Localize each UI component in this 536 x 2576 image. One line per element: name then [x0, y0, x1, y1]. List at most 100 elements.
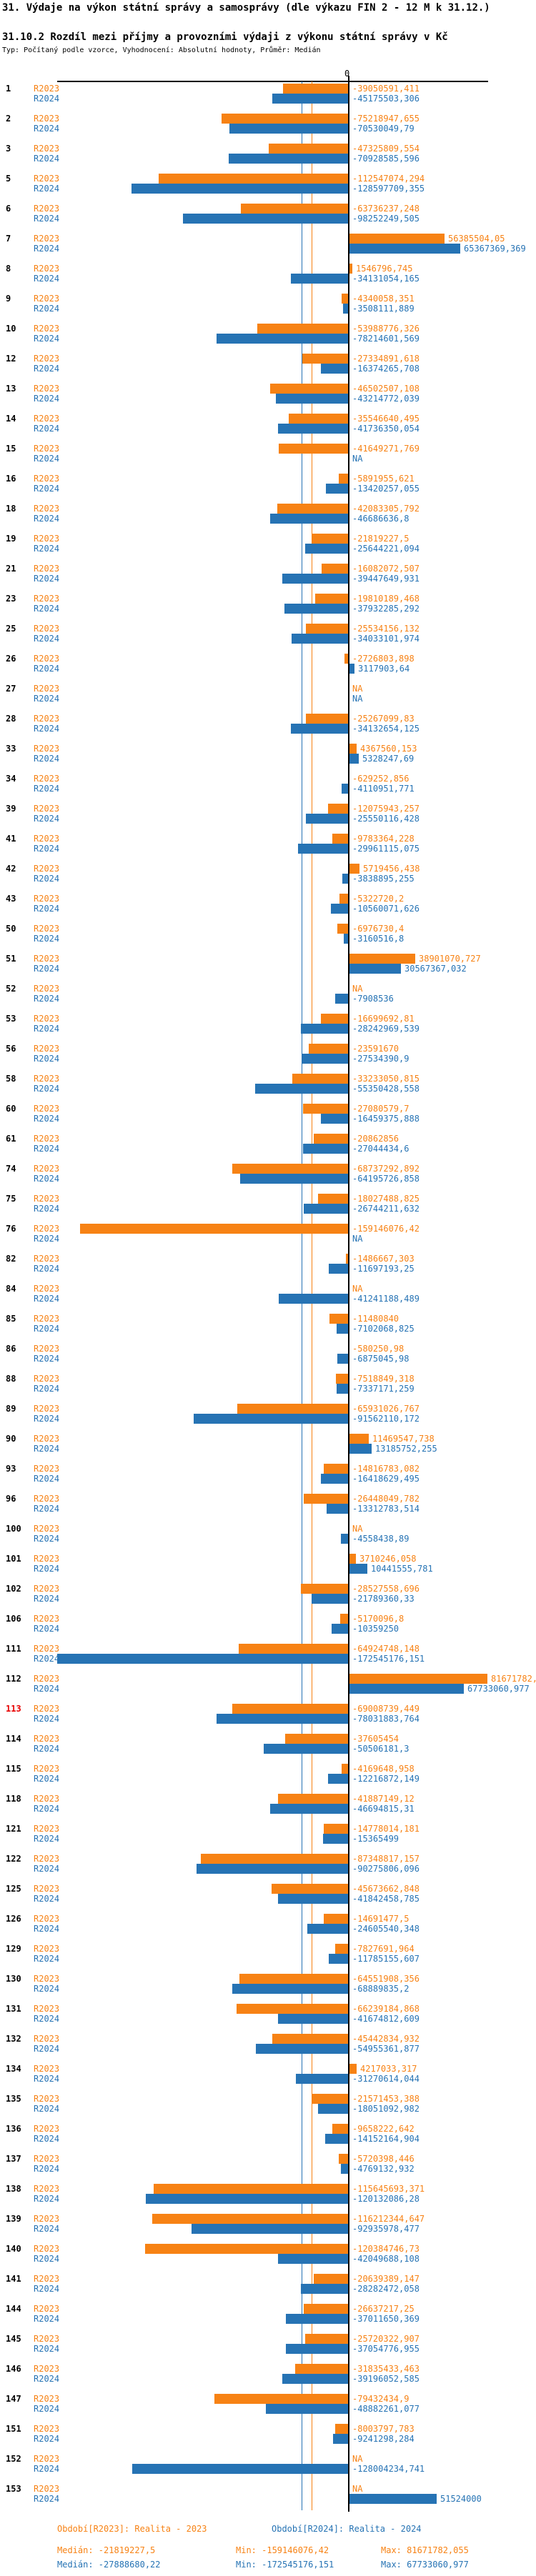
value-label-r2023: -8003797,783 — [352, 2424, 415, 2434]
value-label-r2023: -14778014,181 — [352, 1824, 420, 1834]
value-label-r2024: -70928585,596 — [352, 154, 420, 164]
series-label-r2024: R2024 — [34, 2044, 60, 2054]
bar-r2024 — [192, 2224, 349, 2234]
value-label-r2023: -45673662,848 — [352, 1884, 420, 1894]
bar-r2024 — [349, 1564, 367, 1574]
series-label-r2024: R2024 — [34, 2194, 60, 2204]
bar-r2023 — [349, 234, 445, 244]
value-label-r2024: -12216872,149 — [352, 1774, 420, 1784]
value-label-r2023: 4217033,317 — [360, 2064, 417, 2074]
value-label-r2023: -5720398,446 — [352, 2154, 415, 2164]
row-id-label: 101 — [6, 1554, 21, 1564]
row-id-label: 100 — [6, 1524, 21, 1534]
value-label-r2023: 11469547,738 — [372, 1434, 435, 1444]
series-label-r2024: R2024 — [34, 1714, 60, 1724]
series-label-r2023: R2023 — [34, 1914, 60, 1924]
bar-r2024 — [344, 934, 349, 944]
series-label-r2023: R2023 — [34, 504, 60, 514]
stat-median-r2024: Medián: -27888680,22 — [57, 2560, 161, 2570]
series-label-r2024: R2024 — [34, 124, 60, 134]
bar-r2024 — [337, 1384, 349, 1394]
value-label-r2023: -5322720,2 — [352, 894, 405, 904]
bar-r2023 — [304, 2304, 349, 2314]
bar-r2024 — [349, 664, 354, 674]
series-label-r2024: R2024 — [34, 1684, 60, 1694]
series-label-r2023: R2023 — [34, 894, 60, 904]
series-label-r2023: R2023 — [34, 2304, 60, 2314]
series-label-r2023: R2023 — [34, 474, 60, 484]
bar-r2024 — [335, 994, 349, 1004]
row-id-label: 9 — [6, 294, 11, 304]
bar-r2024 — [146, 2194, 349, 2204]
bar-r2024 — [217, 1714, 349, 1724]
series-label-r2023: R2023 — [34, 624, 60, 634]
chart-subtitle: 31.10.2 Rozdíl mezi příjmy a provozními … — [2, 31, 448, 43]
row-id-label: 19 — [6, 534, 16, 544]
row-id-label: 89 — [6, 1404, 16, 1414]
value-label-r2024: -10359250 — [352, 1624, 399, 1634]
series-label-r2023: R2023 — [34, 354, 60, 364]
value-label-r2024: 10441555,781 — [371, 1564, 433, 1574]
bar-r2024 — [331, 904, 349, 914]
value-label-r2024: -4558438,89 — [352, 1534, 410, 1544]
bar-r2023 — [342, 294, 349, 304]
bar-r2023 — [80, 1224, 349, 1234]
series-label-r2023: R2023 — [34, 1224, 60, 1234]
bar-r2023 — [349, 2064, 357, 2074]
bar-r2024 — [282, 574, 349, 584]
series-label-r2023: R2023 — [34, 234, 60, 244]
bar-r2023 — [232, 1704, 349, 1714]
bar-r2023 — [349, 264, 352, 274]
series-label-r2023: R2023 — [34, 1554, 60, 1564]
bar-r2023 — [335, 1944, 349, 1954]
legend-period-r2024: Období[R2024]: Realita - 2024 — [272, 2524, 422, 2534]
stat-max-r2024: Max: 67733060,977 — [381, 2560, 469, 2570]
value-label-r2023: -4169648,958 — [352, 1764, 415, 1774]
series-label-r2023: R2023 — [34, 534, 60, 544]
value-label-r2024: -54955361,877 — [352, 2044, 420, 2054]
bar-r2024 — [305, 544, 349, 554]
bar-r2024 — [349, 754, 359, 764]
value-label-r2024: -21789360,33 — [352, 1594, 415, 1604]
bar-r2024 — [329, 1954, 349, 1964]
bar-r2024 — [279, 1294, 349, 1304]
series-label-r2023: R2023 — [34, 384, 60, 394]
bar-r2023 — [222, 114, 349, 124]
value-label-r2024: -64195726,858 — [352, 1174, 420, 1184]
series-label-r2023: R2023 — [34, 2364, 60, 2374]
value-label-r2024: -31270614,044 — [352, 2074, 420, 2084]
series-label-r2023: R2023 — [34, 654, 60, 664]
bar-r2023 — [337, 924, 349, 934]
value-label-r2024: -42049688,108 — [352, 2254, 420, 2264]
bar-r2024 — [229, 124, 349, 134]
value-label-r2023: -12075943,257 — [352, 804, 420, 814]
series-label-r2024: R2024 — [34, 2374, 60, 2384]
series-label-r2023: R2023 — [34, 2094, 60, 2104]
bar-r2024 — [318, 2104, 349, 2114]
row-id-label: 10 — [6, 324, 16, 334]
row-id-label: 129 — [6, 1944, 21, 1954]
value-label-r2023: -25534156,132 — [352, 624, 420, 634]
value-label-r2023: 5719456,438 — [363, 864, 420, 874]
bar-r2024 — [264, 1744, 349, 1754]
bar-r2024 — [342, 784, 349, 794]
value-label-r2023: -18027488,825 — [352, 1194, 420, 1204]
series-label-r2024: R2024 — [34, 424, 60, 434]
value-label-r2024: -92935978,477 — [352, 2224, 420, 2234]
bar-r2024 — [296, 2074, 349, 2084]
series-label-r2024: R2024 — [34, 1504, 60, 1514]
bar-r2024 — [326, 484, 349, 494]
series-label-r2024: R2024 — [34, 154, 60, 164]
bar-r2024 — [256, 2044, 349, 2054]
bar-r2024 — [343, 304, 349, 314]
bar-r2024 — [131, 184, 349, 194]
value-label-r2024: -4110951,771 — [352, 784, 415, 794]
bar-r2024 — [132, 2464, 349, 2474]
bar-r2023 — [301, 1584, 349, 1594]
bar-r2023 — [152, 2214, 349, 2224]
bar-r2024 — [321, 1474, 349, 1484]
series-label-r2023: R2023 — [34, 684, 60, 694]
series-label-r2024: R2024 — [34, 724, 60, 734]
bar-r2024 — [57, 1654, 349, 1664]
